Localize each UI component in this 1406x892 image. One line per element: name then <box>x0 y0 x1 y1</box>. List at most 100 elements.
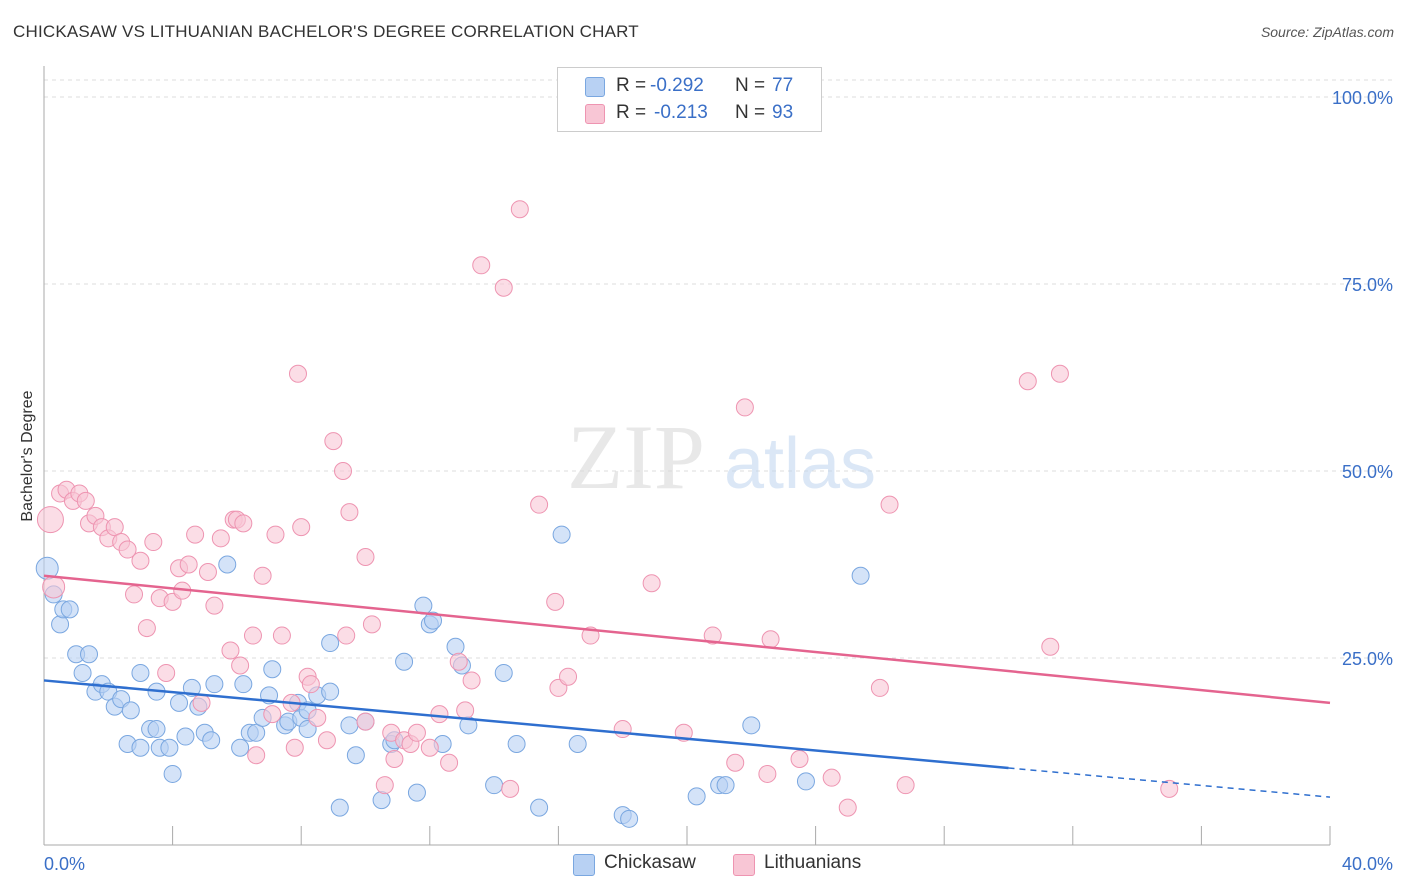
chickasaw-point <box>742 716 761 735</box>
lithuanian-point <box>510 200 529 219</box>
chickasaw-point <box>424 611 443 630</box>
lithuanian-point <box>234 514 253 533</box>
lithuanian-point <box>375 776 394 795</box>
data-points <box>35 200 1179 828</box>
chickasaw-point <box>716 776 735 795</box>
lithuanian-trend-line <box>43 574 1331 705</box>
lithuanian-point <box>301 675 320 694</box>
lithuanian-point <box>530 495 549 514</box>
n-value: 93 <box>772 102 794 123</box>
chickasaw-swatch <box>585 77 605 97</box>
watermark-zip: ZIP <box>567 406 705 508</box>
lithuanian-point <box>247 746 266 765</box>
lithuanian-point <box>430 705 449 724</box>
chickasaw-point <box>121 701 140 720</box>
source-credit: Source: ZipAtlas.com <box>1260 24 1394 40</box>
chickasaw-point <box>687 787 706 806</box>
axes <box>43 66 1331 846</box>
chickasaw-point <box>51 615 70 634</box>
lithuanian-point <box>896 776 915 795</box>
lithuanian-point <box>726 753 745 772</box>
chickasaw-swatch <box>573 854 595 876</box>
chickasaw-point <box>395 652 414 671</box>
chickasaw-point <box>407 783 426 802</box>
lithuanian-point <box>179 555 198 574</box>
watermark-atlas: atlas <box>724 424 876 504</box>
lithuanian-point <box>231 656 250 675</box>
chickasaw-point <box>321 682 340 701</box>
chickasaw-point <box>568 735 587 754</box>
lithuanian-point <box>870 678 889 697</box>
lithuanian-point <box>131 551 150 570</box>
lithuanian-point <box>642 574 661 593</box>
lithuanian-point <box>76 491 95 510</box>
lithuanian-point <box>546 592 565 611</box>
correlation-legend: R = -0.292 N = 77 R = -0.213 N = 93 <box>557 67 822 132</box>
lithuanian-point <box>1041 637 1060 656</box>
legend-label: Lithuanians <box>764 852 862 873</box>
chickasaw-point <box>372 791 391 810</box>
chickasaw-point <box>218 555 237 574</box>
watermark: ZIP atlas <box>567 406 876 508</box>
y-tick-label: 50.0% <box>1342 462 1393 482</box>
lithuanian-swatch <box>585 104 605 124</box>
lithuanian-point <box>385 749 404 768</box>
lithuanian-point <box>761 630 780 649</box>
chickasaw-point <box>851 566 870 585</box>
lithuanian-point <box>559 667 578 686</box>
chart-title: CHICKASAW VS LITHUANIAN BACHELOR'S DEGRE… <box>13 22 639 41</box>
chickasaw-point <box>234 675 253 694</box>
x-tick-label: 40.0% <box>1342 854 1393 874</box>
chickasaw-point <box>485 776 504 795</box>
x-tick-label: 0.0% <box>44 854 85 874</box>
lithuanian-point <box>205 596 224 615</box>
tick-labels: 25.0% 50.0% 75.0% 100.0% 0.0% 40.0% <box>44 88 1393 874</box>
lithuanian-point <box>822 768 841 787</box>
lithuanian-point <box>758 764 777 783</box>
lithuanian-point <box>125 585 144 604</box>
chickasaw-trend-line <box>43 679 1009 770</box>
lithuanian-point <box>440 753 459 772</box>
lithuanian-point <box>456 701 475 720</box>
chickasaw-point <box>330 798 349 817</box>
lithuanian-point <box>186 525 205 544</box>
chickasaw-point <box>346 746 365 765</box>
lithuanian-point <box>211 529 230 548</box>
lithuanian-point <box>272 626 291 645</box>
chickasaw-point <box>494 663 513 682</box>
chickasaw-point <box>340 716 359 735</box>
lithuanian-point <box>221 641 240 660</box>
chickasaw-point <box>160 738 179 757</box>
trend-lines <box>43 574 1331 798</box>
n-value: 77 <box>772 75 794 96</box>
chickasaw-point <box>530 798 549 817</box>
y-tick-label: 100.0% <box>1332 88 1393 108</box>
chickasaw-point <box>321 634 340 653</box>
lithuanian-point <box>192 693 211 712</box>
lithuanian-point <box>880 495 899 514</box>
lithuanian-point <box>243 626 262 645</box>
lithuanian-point <box>735 398 754 417</box>
chickasaw-point <box>147 720 166 739</box>
lithuanian-point <box>1018 372 1037 391</box>
lithuanian-point <box>449 652 468 671</box>
lithuanian-point <box>337 626 356 645</box>
lithuanian-swatch <box>733 854 755 876</box>
chickasaw-point <box>205 675 224 694</box>
lithuanian-point <box>462 671 481 690</box>
chickasaw-point <box>202 731 221 750</box>
chickasaw-point <box>131 738 150 757</box>
chickasaw-point <box>231 738 250 757</box>
lithuanian-point <box>317 731 336 750</box>
chickasaw-point <box>60 600 79 619</box>
lithuanian-point <box>137 619 156 638</box>
n-label: N = <box>735 75 766 96</box>
y-axis-label: Bachelor's Degree <box>19 390 36 522</box>
r-value: -0.213 <box>654 102 708 123</box>
gridlines <box>44 79 1392 659</box>
lithuanian-point <box>340 503 359 522</box>
lithuanian-point <box>333 462 352 480</box>
chickasaw-point <box>131 663 150 682</box>
lithuanian-point <box>42 575 66 599</box>
lithuanian-point <box>288 364 307 383</box>
